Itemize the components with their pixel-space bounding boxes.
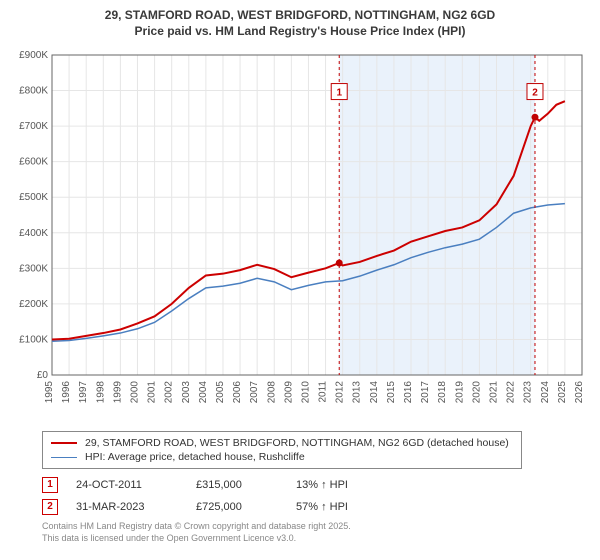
datapoint-date: 31-MAR-2023	[76, 501, 196, 513]
svg-text:1997: 1997	[78, 381, 89, 404]
svg-text:1998: 1998	[95, 381, 106, 404]
svg-text:£300K: £300K	[19, 264, 48, 275]
svg-text:£200K: £200K	[19, 299, 48, 310]
legend-swatch	[51, 457, 77, 458]
datapoint-pct: 57% ↑ HPI	[296, 501, 396, 513]
svg-text:£400K: £400K	[19, 228, 48, 239]
footer-line-1: Contains HM Land Registry data © Crown c…	[42, 521, 351, 531]
svg-text:2021: 2021	[489, 381, 500, 404]
title-line-1: 29, STAMFORD ROAD, WEST BRIDGFORD, NOTTI…	[105, 8, 495, 22]
svg-text:2017: 2017	[420, 381, 431, 404]
svg-text:2006: 2006	[232, 381, 243, 404]
svg-text:1996: 1996	[61, 381, 72, 404]
svg-text:2024: 2024	[540, 381, 551, 404]
svg-text:2020: 2020	[471, 381, 482, 404]
datapoint-pct: 13% ↑ HPI	[296, 479, 396, 491]
svg-text:2014: 2014	[369, 381, 380, 404]
svg-text:2007: 2007	[249, 381, 260, 404]
footer-line-2: This data is licensed under the Open Gov…	[42, 533, 296, 543]
svg-text:1999: 1999	[112, 381, 123, 404]
svg-text:£600K: £600K	[19, 157, 48, 168]
svg-text:2002: 2002	[164, 381, 175, 404]
footer-attribution: Contains HM Land Registry data © Crown c…	[42, 521, 588, 544]
chart-container: 29, STAMFORD ROAD, WEST BRIDGFORD, NOTTI…	[0, 0, 600, 560]
chart-title: 29, STAMFORD ROAD, WEST BRIDGFORD, NOTTI…	[12, 8, 588, 39]
svg-text:£100K: £100K	[19, 335, 48, 346]
title-line-2: Price paid vs. HM Land Registry's House …	[135, 24, 466, 38]
svg-text:1: 1	[336, 88, 342, 99]
svg-text:2022: 2022	[506, 381, 517, 404]
datapoint-price: £315,000	[196, 479, 296, 491]
datapoint-badge: 1	[42, 477, 58, 493]
datapoint-row: 1 24-OCT-2011£315,00013% ↑ HPI	[42, 477, 588, 493]
svg-text:£0: £0	[37, 370, 49, 381]
legend-item: HPI: Average price, detached house, Rush…	[51, 450, 513, 464]
svg-text:£500K: £500K	[19, 192, 48, 203]
svg-text:2001: 2001	[147, 381, 158, 404]
svg-text:2023: 2023	[523, 381, 534, 404]
svg-text:2008: 2008	[266, 381, 277, 404]
legend-item: 29, STAMFORD ROAD, WEST BRIDGFORD, NOTTI…	[51, 436, 513, 450]
svg-text:2019: 2019	[454, 381, 465, 404]
datapoint-badge: 2	[42, 499, 58, 515]
svg-text:2005: 2005	[215, 381, 226, 404]
svg-text:2010: 2010	[300, 381, 311, 404]
svg-text:2018: 2018	[437, 381, 448, 404]
legend-label: HPI: Average price, detached house, Rush…	[85, 451, 305, 463]
svg-text:£800K: £800K	[19, 86, 48, 97]
svg-text:2009: 2009	[283, 381, 294, 404]
chart-plot-area: £0 £100K £200K £300K £400K £500K £600K £700K £80…	[12, 45, 588, 425]
datapoint-table: 1 24-OCT-2011£315,00013% ↑ HPI 2 31-MAR-202…	[42, 477, 588, 515]
svg-text:2013: 2013	[352, 381, 363, 404]
legend-swatch	[51, 442, 77, 444]
svg-text:2: 2	[532, 88, 538, 99]
svg-text:£700K: £700K	[19, 121, 48, 132]
datapoint-date: 24-OCT-2011	[76, 479, 196, 491]
svg-text:2000: 2000	[129, 381, 140, 404]
svg-text:2025: 2025	[557, 381, 568, 404]
svg-text:2015: 2015	[386, 381, 397, 404]
svg-text:2004: 2004	[198, 381, 209, 404]
svg-text:2011: 2011	[318, 381, 329, 403]
legend-box: 29, STAMFORD ROAD, WEST BRIDGFORD, NOTTI…	[42, 431, 522, 469]
svg-text:2003: 2003	[181, 381, 192, 404]
datapoint-row: 2 31-MAR-2023£725,00057% ↑ HPI	[42, 499, 588, 515]
svg-text:2012: 2012	[335, 381, 346, 404]
legend-label: 29, STAMFORD ROAD, WEST BRIDGFORD, NOTTI…	[85, 437, 509, 449]
datapoint-price: £725,000	[196, 501, 296, 513]
svg-text:1995: 1995	[44, 381, 55, 404]
svg-text:2016: 2016	[403, 381, 414, 404]
svg-text:2026: 2026	[574, 381, 585, 404]
svg-text:£900K: £900K	[19, 50, 48, 61]
line-chart-svg: £0 £100K £200K £300K £400K £500K £600K £700K £80…	[12, 45, 588, 425]
